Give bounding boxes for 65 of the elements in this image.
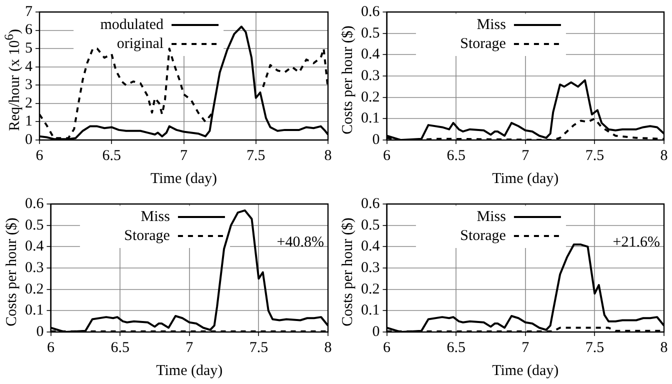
x-tick-label: 6.5 [102,148,121,164]
y-tick-label: 0.5 [361,25,380,42]
y-tick-label: 0 [25,132,32,148]
x-axis-title: Time (day) [156,362,223,379]
x-tick-label: 8 [660,148,668,164]
x-tick-label: 7.5 [246,148,266,164]
y-tick-label: 0.6 [25,196,44,212]
y-tick-label: 2 [25,95,32,112]
y-tick-label: 0.3 [25,260,44,276]
y-tick-label: 7 [25,4,33,20]
x-tick-label: 7 [522,148,530,164]
y-tick-label: 6 [25,22,33,38]
y-tick-label: 0.5 [25,217,44,234]
annotation: +21.6% [612,234,660,250]
x-tick-label: 8 [660,340,668,356]
x-tick-label: 7.5 [585,340,604,356]
y-tick-label: 0 [372,324,380,340]
x-tick-label: 7.5 [585,148,604,164]
y-tick-label: 0.5 [361,217,380,234]
x-tick-label: 6 [383,148,391,164]
y-tick-label: 0.1 [361,302,380,319]
x-tick-label: 6 [383,340,391,356]
x-tick-label: 6 [47,340,55,356]
y-tick-label: 0.3 [361,260,380,276]
x-tick-label: 8 [324,148,332,164]
legend-label: original [116,36,164,52]
y-tick-label: 0 [372,132,380,148]
y-tick-label: 5 [25,40,32,57]
x-tick-label: 6.5 [110,340,130,356]
y-tick-label: 0.2 [361,281,380,298]
y-axis-title: Costs per hour ($) [340,218,356,326]
x-axis-title: Time (day) [492,170,559,187]
y-tick-label: 0.6 [361,196,380,212]
y-axis-title: Costs per hour ($) [340,26,356,134]
y-tick-label: 0.1 [25,302,44,319]
x-tick-label: 7 [522,340,530,356]
y-tick-label: 1 [25,114,32,130]
y-axis-title: Costs per hour ($) [4,218,20,326]
x-tick-label: 8 [324,340,332,356]
x-tick-label: 6.5 [446,148,466,164]
y-tick-label: 0.1 [361,110,380,127]
legend-label: Storage [124,228,170,244]
x-tick-label: 7.5 [249,340,268,356]
legend-label: modulated [100,16,164,33]
legend-label: Storage [460,36,506,52]
legend-label: Miss [476,208,506,225]
y-tick-label: 0.4 [25,238,44,255]
x-tick-label: 7 [186,340,194,356]
y-tick-label: 4 [25,58,33,75]
x-tick-label: 6.5 [446,340,466,356]
y-tick-label: 0.4 [361,46,380,63]
y-tick-label: 0.2 [361,89,380,106]
y-tick-label: 0.2 [25,281,44,298]
x-tick-label: 7 [180,148,188,164]
annotation: +40.8% [276,234,324,250]
y-tick-label: 3 [25,77,32,94]
legend-label: Miss [476,16,506,33]
x-axis-title: Time (day) [492,362,559,379]
y-tick-label: 0.6 [361,4,380,20]
y-tick-label: 0.3 [361,68,380,84]
legend-label: Storage [460,228,506,244]
y-tick-label: 0 [36,324,44,340]
x-axis-title: Time (day) [150,170,218,187]
legend-label: Miss [140,208,170,225]
y-tick-label: 0.4 [361,238,380,255]
